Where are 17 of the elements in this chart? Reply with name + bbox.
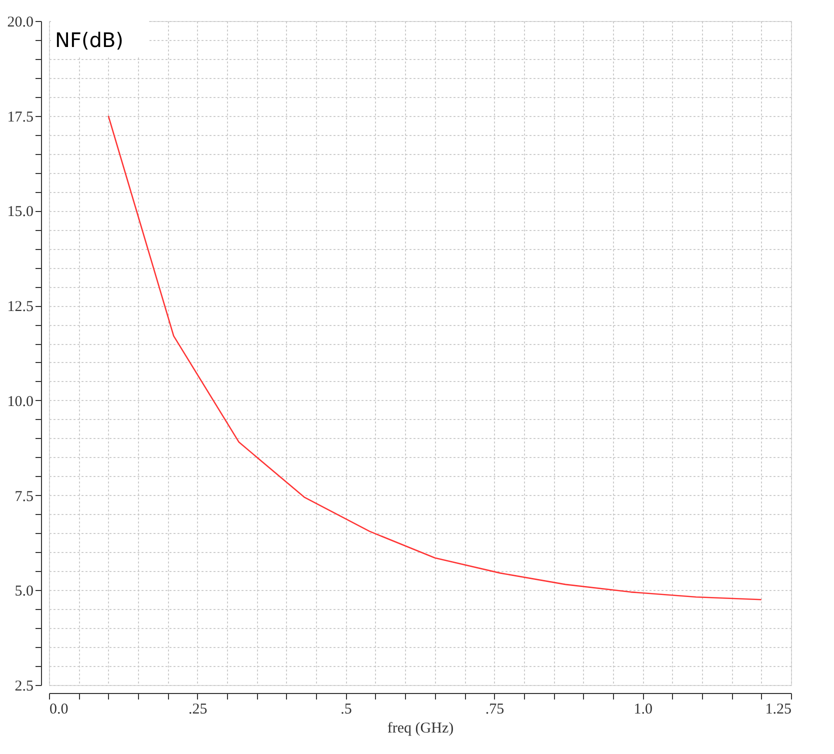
x-tick-label: 1.0 [634, 702, 652, 718]
y-tick-label: 2.5 [14, 678, 34, 694]
y-tick-label: 10.0 [7, 394, 34, 410]
y-tick-label: 20.0 [7, 14, 34, 30]
y-axis-title: NF(dB) [55, 28, 124, 52]
x-tick-label: 0.0 [50, 702, 68, 718]
line-series [108, 115, 762, 600]
x-tick-label: .25 [188, 702, 208, 718]
x-tick-label: .75 [485, 702, 504, 718]
y-tick-label: 7.5 [14, 488, 34, 505]
y-tick-label: 5.0 [14, 584, 34, 600]
x-tick-label: .5 [340, 702, 352, 718]
y-tick-label: 12.5 [7, 299, 34, 316]
x-axis-title: freq (GHz) [387, 720, 454, 736]
x-tick-label: 1.25 [765, 702, 792, 718]
y-tick-label: 17.5 [7, 109, 34, 126]
y-tick-label: 15.0 [7, 204, 34, 220]
